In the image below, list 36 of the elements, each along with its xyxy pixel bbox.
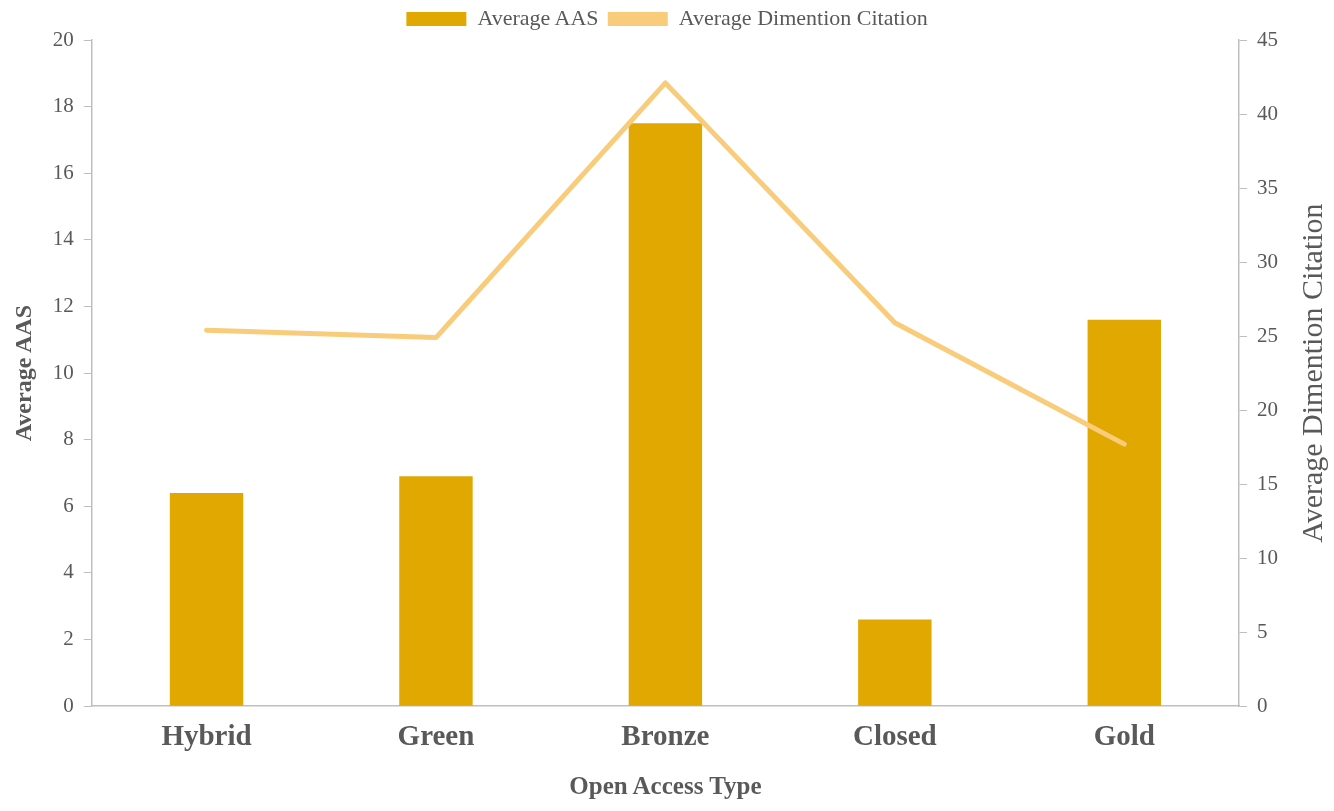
x-tick-label: Gold: [1093, 719, 1155, 752]
legend-label: Average AAS: [477, 4, 599, 30]
y-tick-label: 12: [52, 293, 74, 317]
y2-tick-label: 10: [1257, 544, 1278, 569]
y-tick-label: 8: [63, 426, 74, 451]
y2-tick-label: 5: [1257, 618, 1268, 643]
bar: [1087, 319, 1161, 706]
y2-tick-label: 0: [1257, 692, 1268, 717]
y-tick-label: 20: [52, 26, 74, 51]
y-tick-label: 2: [63, 626, 74, 651]
y-tick-label: 6: [63, 492, 74, 517]
y2-tick-label: 15: [1257, 470, 1278, 495]
y2-tick-label: 20: [1257, 396, 1278, 421]
bar: [628, 123, 703, 706]
y-tick-label: 16: [52, 159, 74, 184]
legend-label: Average Dimention Citation: [678, 4, 928, 30]
y-tick-label: 0: [63, 692, 74, 717]
x-tick-label: Bronze: [621, 719, 710, 752]
y2-tick-label: 25: [1257, 322, 1278, 347]
x-tick-label: Hybrid: [161, 719, 252, 752]
y2-tick-label: 40: [1257, 100, 1278, 125]
y-tick-label: 14: [52, 226, 75, 251]
bar: [399, 476, 473, 706]
y-tick-label: 4: [63, 559, 75, 584]
y-tick-label: 18: [52, 93, 74, 118]
x-tick-label: Closed: [852, 719, 937, 752]
x-tick-label: Green: [397, 719, 475, 752]
y-tick-label: 10: [52, 359, 74, 384]
y2-axis-title: Average Dimention Citation: [1294, 203, 1328, 543]
bar: [858, 619, 932, 706]
y2-tick-label: 45: [1257, 26, 1278, 51]
y2-tick-label: 35: [1257, 174, 1278, 199]
x-axis-title: Open Access Type: [569, 772, 762, 800]
y2-tick-label: 30: [1257, 248, 1278, 273]
bar: [169, 493, 244, 706]
y-axis-title: Average AAS: [9, 305, 36, 442]
